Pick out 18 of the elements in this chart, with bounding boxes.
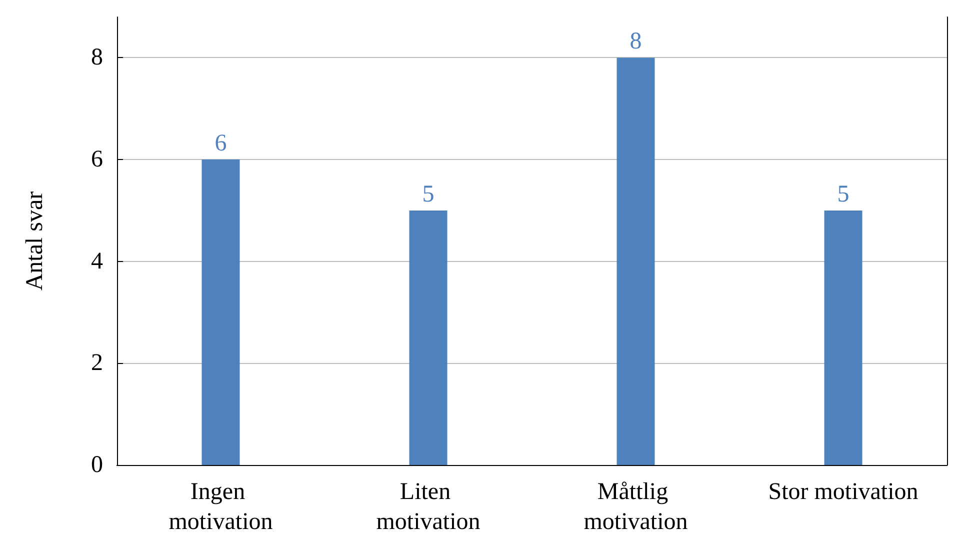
x-tick-label: Måttlig motivation <box>584 479 688 535</box>
data-label: 8 <box>630 28 642 55</box>
y-tick-label: 4 <box>91 248 103 274</box>
x-tick-label: Stor motivation <box>768 479 918 505</box>
data-label: 6 <box>214 130 227 157</box>
y-tick-label: 0 <box>91 452 103 478</box>
y-tick-label: 8 <box>91 44 103 71</box>
x-tick-label: Liten motivation <box>376 479 480 535</box>
y-axis-title: Antal svar <box>22 191 48 291</box>
bar <box>202 160 240 465</box>
x-tick-label: Ingen motivation <box>168 479 273 535</box>
bar <box>409 210 448 465</box>
bar <box>824 210 862 465</box>
y-tick-label: 6 <box>91 146 103 173</box>
data-label: 5 <box>422 181 434 208</box>
y-tick-label: 2 <box>91 350 103 376</box>
bar <box>616 58 655 465</box>
data-label: 5 <box>837 181 850 208</box>
